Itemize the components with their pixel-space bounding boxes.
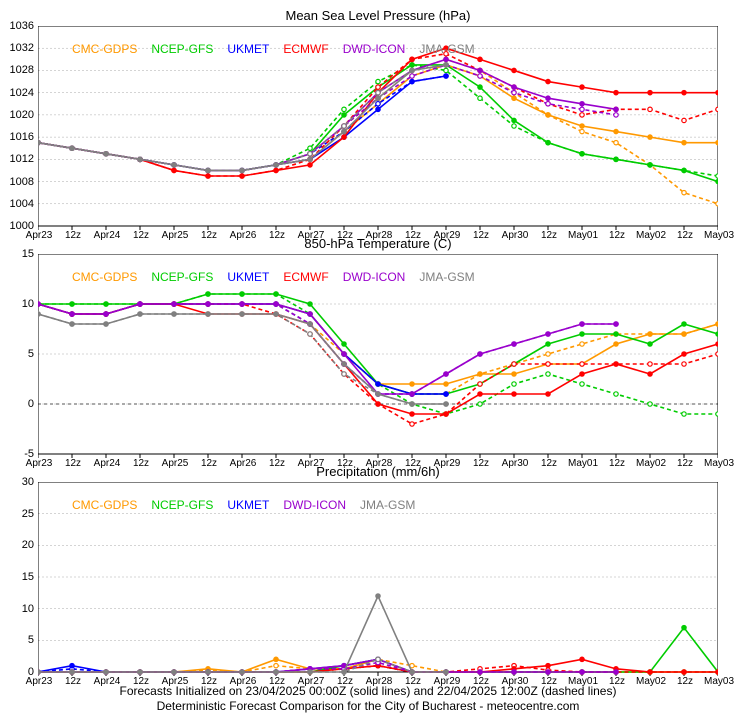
ytick-label: 30 (22, 476, 34, 488)
legend-item-ncep: NCEP-GFS (151, 42, 213, 56)
panel-mslp: Mean Sea Level Pressure (hPa)10001004100… (38, 8, 718, 244)
panel-title-precip: Precipitation (mm/6h) (38, 464, 718, 479)
legend-item-ncep: NCEP-GFS (151, 498, 213, 512)
legend-item-ncep: NCEP-GFS (151, 270, 213, 284)
plot-mslp (38, 26, 718, 244)
legend-t850: CMC-GDPS NCEP-GFS UKMET ECMWF DWD-ICON JMA-GS… (72, 270, 475, 284)
legend-item-jma: JMA-GSM (419, 42, 474, 56)
ytick-label: 1004 (10, 198, 34, 210)
footer-line1: Forecasts Initialized on 23/04/2025 00:0… (0, 684, 736, 700)
legend-item-cmc: CMC-GDPS (72, 498, 137, 512)
legend-item-ukmet: UKMET (227, 270, 269, 284)
ytick-label: 20 (22, 539, 34, 551)
ytick-label: 1008 (10, 176, 34, 188)
legend-mslp: CMC-GDPS NCEP-GFS UKMET ECMWF DWD-ICON JMA-GS… (72, 42, 475, 56)
plot-precip (38, 482, 718, 690)
ytick-label: 1012 (10, 153, 34, 165)
panel-title-t850: 850-hPa Temperature (C) (38, 236, 718, 251)
legend-item-jma: JMA-GSM (360, 498, 415, 512)
ytick-label: 1016 (10, 131, 34, 143)
legend-item-dwd: DWD-ICON (283, 498, 346, 512)
ytick-label: 5 (28, 634, 34, 646)
legend-item-ukmet: UKMET (227, 498, 269, 512)
ytick-label: 25 (22, 508, 34, 520)
ytick-label: 1028 (10, 64, 34, 76)
legend-item-dwd: DWD-ICON (343, 42, 406, 56)
ytick-label: 10 (22, 603, 34, 615)
footer-text: Forecasts Initialized on 23/04/2025 00:0… (0, 684, 736, 715)
ytick-label: 1024 (10, 87, 34, 99)
legend-item-cmc: CMC-GDPS (72, 270, 137, 284)
footer-line2: Deterministic Forecast Comparison for th… (0, 699, 736, 715)
ytick-label: 0 (28, 398, 34, 410)
legend-item-jma: JMA-GSM (419, 270, 474, 284)
ytick-label: 5 (28, 348, 34, 360)
ytick-label: 1032 (10, 42, 34, 54)
legend-item-ecmwf: ECMWF (283, 42, 328, 56)
panel-precip: Precipitation (mm/6h)051015202530Apr2312… (38, 464, 718, 690)
ytick-label: 10 (22, 298, 34, 310)
ytick-label: 15 (22, 571, 34, 583)
ytick-label: 1020 (10, 109, 34, 121)
legend-item-dwd: DWD-ICON (343, 270, 406, 284)
ytick-label: 15 (22, 248, 34, 260)
panel-t850: 850-hPa Temperature (C)-5051015Apr2312zA… (38, 236, 718, 472)
panel-title-mslp: Mean Sea Level Pressure (hPa) (38, 8, 718, 23)
legend-item-ukmet: UKMET (227, 42, 269, 56)
legend-item-ecmwf: ECMWF (283, 270, 328, 284)
legend-precip: CMC-GDPS NCEP-GFS UKMET DWD-ICON JMA-GSM (72, 498, 415, 512)
plot-t850 (38, 254, 718, 472)
legend-item-cmc: CMC-GDPS (72, 42, 137, 56)
ytick-label: 1036 (10, 20, 34, 32)
